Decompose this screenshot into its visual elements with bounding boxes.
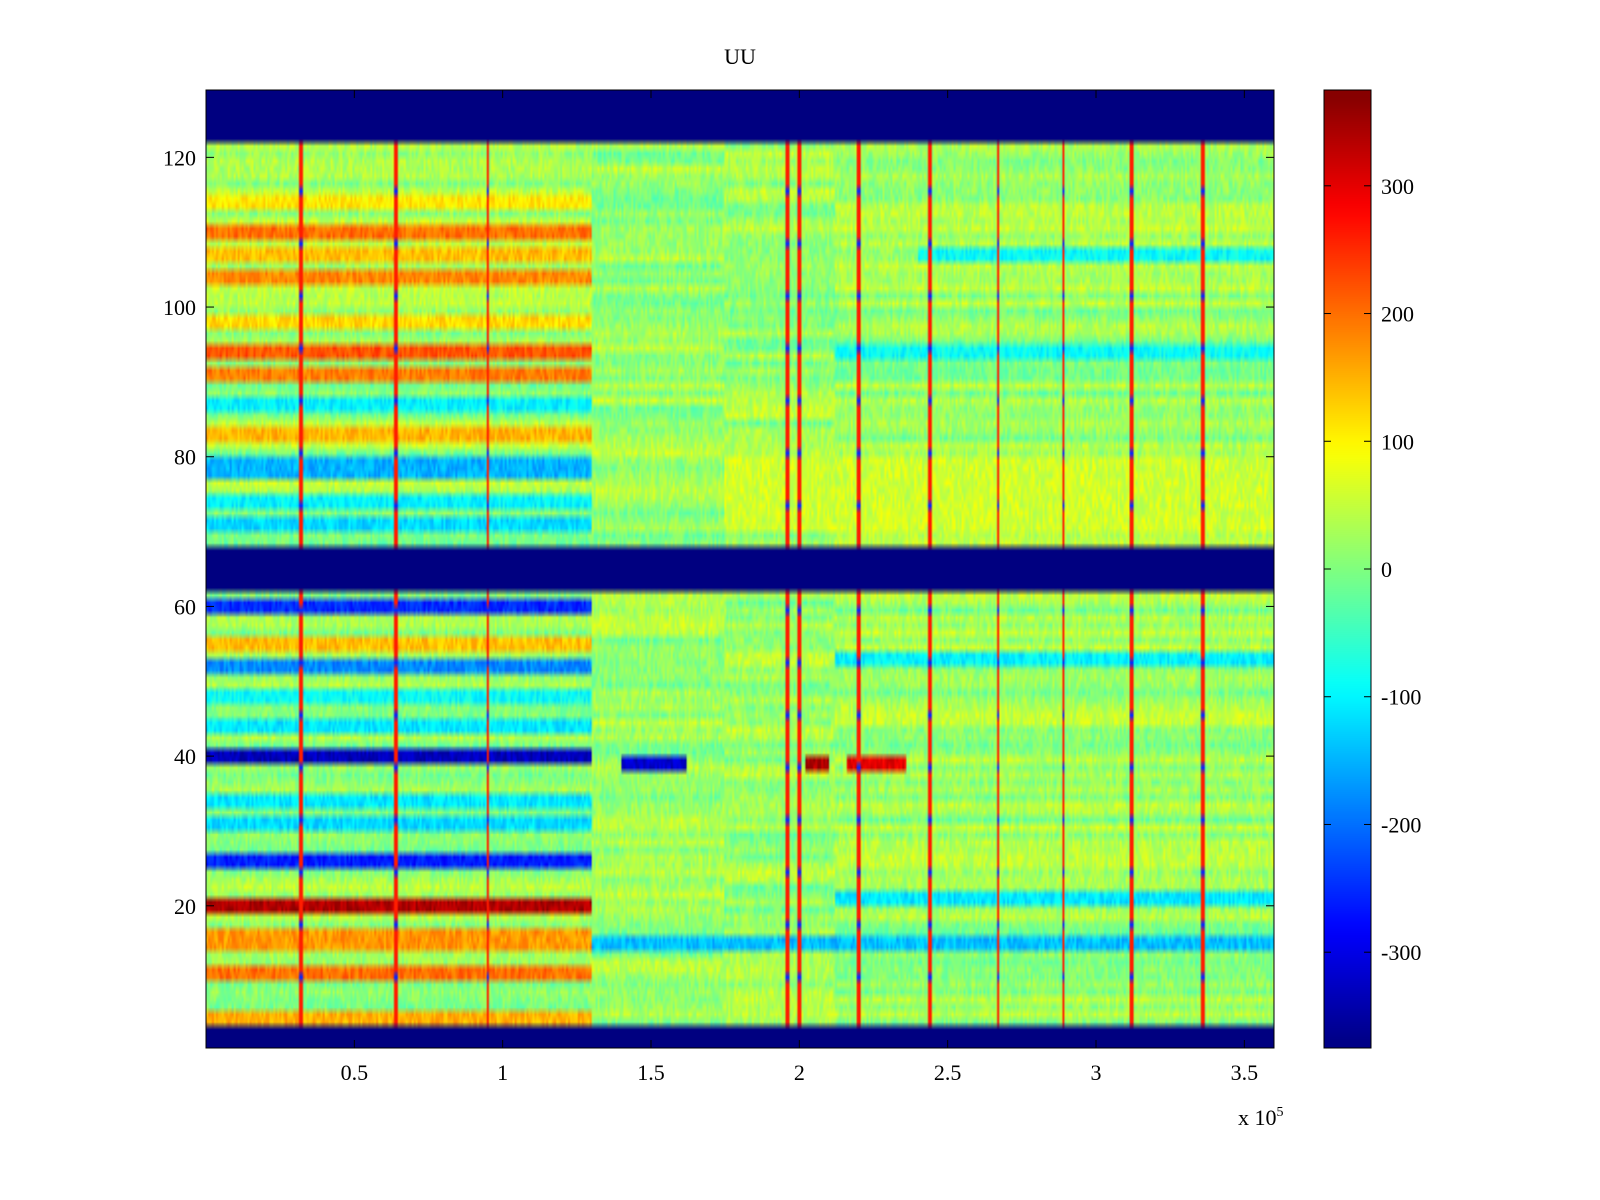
colorbar-tick-label: -300	[1381, 940, 1421, 965]
x-tick-label: 3.5	[1231, 1060, 1259, 1085]
colorbar-tick-label: 200	[1381, 302, 1414, 327]
x-tick-label: 2	[794, 1060, 805, 1085]
x-scale-label: x 105	[1238, 1105, 1284, 1130]
x-scale-exponent: 5	[1277, 1105, 1284, 1120]
plot-frame	[205, 89, 1275, 1049]
x-tick-label: 1	[497, 1060, 508, 1085]
y-tick-label: 60	[174, 594, 196, 619]
x-tick-label: 2.5	[934, 1060, 962, 1085]
colorbar-tick-label: 100	[1381, 429, 1414, 454]
colorbar-tick-label: -200	[1381, 812, 1421, 837]
y-tick-label: 40	[174, 744, 196, 769]
y-axis: 20 40 60 80 100 120	[163, 145, 1274, 919]
chart-title: UU	[724, 44, 756, 69]
heatmap	[206, 90, 1274, 1048]
colorbar-image	[1324, 90, 1371, 1048]
colorbar-tick-label: 0	[1381, 557, 1392, 582]
y-tick-label: 20	[174, 894, 196, 919]
x-tick-label: 1.5	[637, 1060, 665, 1085]
y-tick-label: 80	[174, 445, 196, 470]
x-axis: 0.5 1 1.5 2 2.5 3 3.5	[341, 90, 1259, 1085]
colorbar-tick-label: 300	[1381, 174, 1414, 199]
colorbar-tick-label: -100	[1381, 685, 1421, 710]
y-tick-label: 120	[163, 145, 196, 170]
x-scale-base: x 10	[1238, 1105, 1277, 1130]
x-tick-label: 0.5	[341, 1060, 369, 1085]
x-tick-label: 3	[1091, 1060, 1102, 1085]
colorbar-axis: -300 -200 -100 0 100 200 300	[1324, 174, 1421, 965]
y-tick-label: 100	[163, 295, 196, 320]
heatmap-image	[206, 90, 1274, 1048]
colorbar: -300 -200 -100 0 100 200 300	[1323, 89, 1421, 1049]
